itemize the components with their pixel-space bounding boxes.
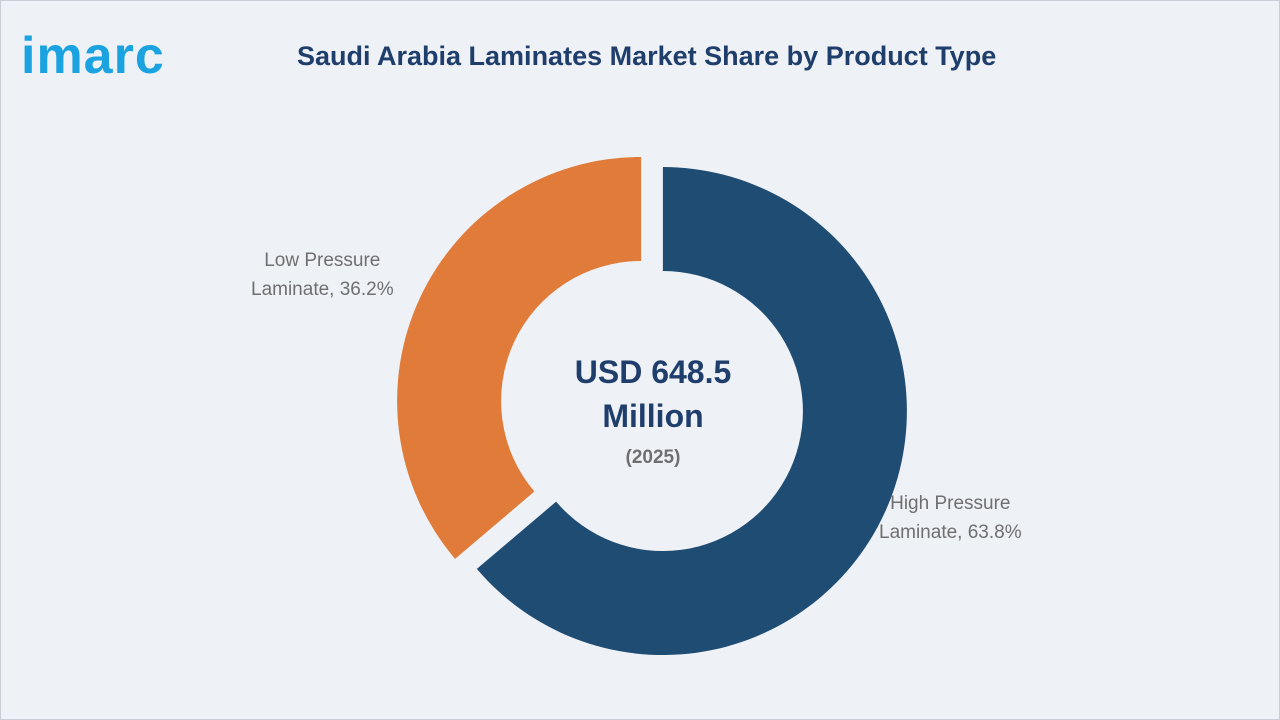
donut-slice-low-pressure-laminate	[397, 156, 642, 559]
slice-label-low-line2: Laminate, 36.2%	[251, 279, 394, 300]
slice-label-high-line2: Laminate, 63.8%	[879, 522, 1022, 543]
imarc-logo: imarc	[21, 27, 165, 81]
slice-label-high-pressure: High Pressure Laminate, 63.8%	[879, 489, 1022, 547]
slice-label-low-line1: Low Pressure	[264, 250, 381, 271]
chart-title: Saudi Arabia Laminates Market Share by P…	[297, 41, 997, 71]
center-year: (2025)	[625, 447, 681, 468]
slice-label-high-line1: High Pressure	[890, 493, 1011, 514]
slice-label-low-pressure: Low Pressure Laminate, 36.2%	[251, 246, 394, 304]
logo-text: imarc	[21, 27, 165, 81]
donut-slice-high-pressure-laminate	[476, 167, 907, 656]
center-market-value: USD 648.5 Million	[574, 354, 732, 434]
